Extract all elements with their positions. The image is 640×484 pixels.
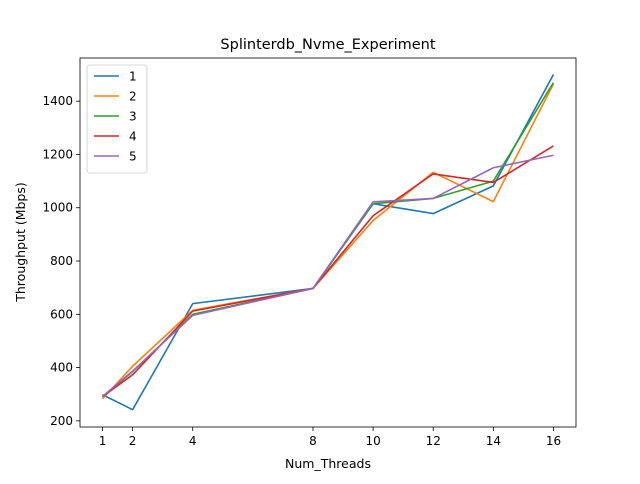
legend-label: 5 [129,150,137,164]
y-tick-label: 1200 [42,147,73,161]
y-axis-label: Throughput (Mbps) [13,182,28,303]
series-line-4 [102,145,554,398]
x-tick-label: 1 [99,434,107,448]
legend-label: 1 [129,70,137,84]
y-tick-label: 1000 [42,201,73,215]
axes-frame [79,57,577,428]
y-tick-label: 800 [50,254,73,268]
chart-title: Splinterdb_Nvme_Experiment [220,37,435,53]
series-line-5 [102,154,554,397]
x-tick-label: 12 [426,434,441,448]
x-axis-label: Num_Threads [285,456,371,471]
series-line-2 [101,83,555,400]
legend-label: 4 [129,130,137,144]
x-tick-label: 4 [189,434,197,448]
legend-box [86,64,148,174]
legend-label: 2 [129,90,137,104]
y-tick-label: 600 [50,307,73,321]
y-tick-label: 200 [50,414,73,428]
legend-label: 3 [129,110,137,124]
x-tick-label: 16 [546,434,561,448]
y-tick-label: 400 [50,361,73,375]
y-tick-label: 1400 [42,94,73,108]
x-tick-label: 2 [129,434,137,448]
x-tick-label: 10 [365,434,380,448]
legend: 1 2 3 4 5 [86,64,148,174]
x-tick-label: 14 [486,434,501,448]
x-tick-label: 8 [309,434,317,448]
